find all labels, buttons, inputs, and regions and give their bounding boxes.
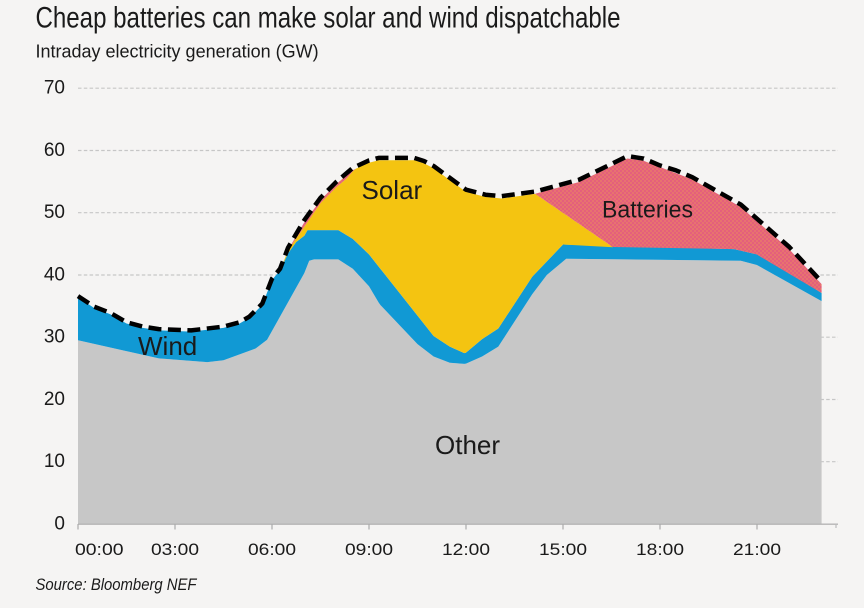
svg-text:03:00: 03:00 <box>151 541 199 559</box>
svg-text:Cheap batteries can make solar: Cheap batteries can make solar and wind … <box>36 1 621 34</box>
svg-text:30: 30 <box>44 327 65 348</box>
svg-text:Batteries: Batteries <box>602 197 693 224</box>
svg-text:09:00: 09:00 <box>345 541 393 559</box>
svg-text:15:00: 15:00 <box>539 541 587 559</box>
svg-text:Intraday electricity generatio: Intraday electricity generation (GW) <box>36 42 319 62</box>
svg-text:06:00: 06:00 <box>248 541 296 559</box>
svg-text:Wind: Wind <box>138 331 197 361</box>
svg-text:70: 70 <box>44 78 65 99</box>
svg-text:40: 40 <box>44 264 65 285</box>
svg-text:21:00: 21:00 <box>733 541 781 559</box>
svg-text:60: 60 <box>44 140 65 161</box>
svg-text:Other: Other <box>435 430 500 460</box>
svg-text:50: 50 <box>44 202 65 223</box>
svg-text:10: 10 <box>44 451 65 472</box>
svg-text:12:00: 12:00 <box>442 541 490 559</box>
svg-text:00:00: 00:00 <box>75 541 124 559</box>
svg-text:20: 20 <box>44 389 65 410</box>
svg-text:0: 0 <box>54 513 65 534</box>
svg-text:18:00: 18:00 <box>636 541 684 559</box>
svg-text:Source: Bloomberg NEF: Source: Bloomberg NEF <box>36 575 198 594</box>
svg-text:Solar: Solar <box>362 175 423 205</box>
